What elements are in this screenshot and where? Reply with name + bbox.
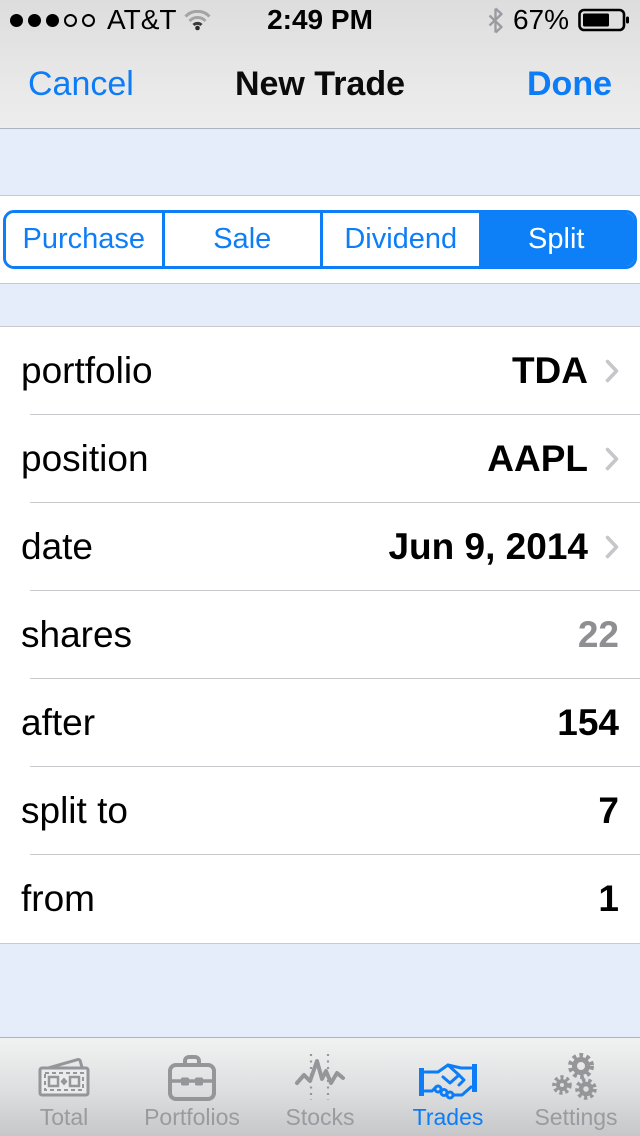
position-row[interactable]: position AAPL <box>0 414 640 503</box>
spacer-band-middle <box>0 284 640 327</box>
done-button[interactable]: Done <box>527 64 612 103</box>
portfolio-value: TDA <box>511 350 588 391</box>
stock-chart-icon <box>294 1051 346 1103</box>
date-row[interactable]: date Jun 9, 2014 <box>0 502 640 591</box>
from-value: 1 <box>598 878 619 919</box>
tab-trades-label: Trades <box>412 1104 484 1130</box>
tab-stocks[interactable]: Stocks <box>256 1038 384 1136</box>
tab-total-label: Total <box>39 1104 89 1130</box>
split-to-value: 7 <box>598 790 619 831</box>
cancel-button[interactable]: Cancel <box>28 64 134 103</box>
tab-settings-label: Settings <box>534 1104 618 1130</box>
handshake-icon <box>417 1055 479 1103</box>
status-bar: AT&T 2:49 PM 67% <box>0 0 640 40</box>
tab-bar: Total Portfolios <box>0 1037 640 1136</box>
portfolio-row[interactable]: portfolio TDA <box>0 327 640 415</box>
trade-type-section: Purchase Sale Dividend Split <box>0 196 640 284</box>
tab-stocks-label: Stocks <box>285 1104 355 1130</box>
chevron-right-icon <box>605 447 619 471</box>
segment-split[interactable]: Split <box>478 213 634 266</box>
briefcase-icon <box>164 1051 220 1103</box>
tab-total[interactable]: Total <box>0 1038 128 1136</box>
tab-portfolios[interactable]: Portfolios <box>128 1038 256 1136</box>
after-row[interactable]: after 154 <box>0 678 640 767</box>
chevron-right-icon <box>605 359 619 383</box>
position-value: AAPL <box>487 438 588 479</box>
shares-row[interactable]: shares 22 <box>0 590 640 679</box>
nav-bar: Cancel New Trade Done <box>0 40 640 128</box>
signal-strength-icon <box>10 13 95 27</box>
top-bar: AT&T 2:49 PM 67% <box>0 0 640 129</box>
after-label: after <box>21 702 96 743</box>
spacer-band-bottom <box>0 944 640 1037</box>
date-value: Jun 9, 2014 <box>388 526 588 567</box>
segment-sale[interactable]: Sale <box>161 213 320 266</box>
carrier-label: AT&T <box>107 4 177 35</box>
split-to-row[interactable]: split to 7 <box>0 766 640 855</box>
date-label: date <box>21 526 94 567</box>
segment-dividend[interactable]: Dividend <box>320 213 479 266</box>
page-title: New Trade <box>234 64 406 103</box>
status-right: 67% <box>487 4 630 36</box>
chevron-right-icon <box>605 535 619 559</box>
split-to-label: split to <box>21 790 128 831</box>
from-label: from <box>21 878 95 919</box>
shares-label: shares <box>21 614 133 655</box>
tab-settings[interactable]: Settings <box>512 1038 640 1136</box>
after-value: 154 <box>557 702 619 743</box>
gears-icon <box>548 1051 604 1103</box>
wifi-icon <box>184 9 212 31</box>
from-row[interactable]: from 1 <box>0 854 640 943</box>
segment-purchase[interactable]: Purchase <box>6 213 162 266</box>
trade-type-segmented-control: Purchase Sale Dividend Split <box>3 210 637 269</box>
tab-trades[interactable]: Trades <box>384 1038 512 1136</box>
battery-icon <box>578 8 630 32</box>
status-left: AT&T <box>10 4 212 36</box>
shares-value: 22 <box>577 614 619 655</box>
portfolio-label: portfolio <box>21 350 153 391</box>
battery-percent-label: 67% <box>512 4 569 35</box>
banknotes-icon <box>35 1051 93 1103</box>
spacer-band-top <box>0 129 640 196</box>
trade-form: portfolio TDA position AAPL date Jun 9, … <box>0 327 640 944</box>
clock-label: 2:49 PM <box>267 4 373 35</box>
position-label: position <box>21 438 149 479</box>
bluetooth-icon <box>487 7 504 34</box>
tab-portfolios-label: Portfolios <box>144 1104 240 1130</box>
